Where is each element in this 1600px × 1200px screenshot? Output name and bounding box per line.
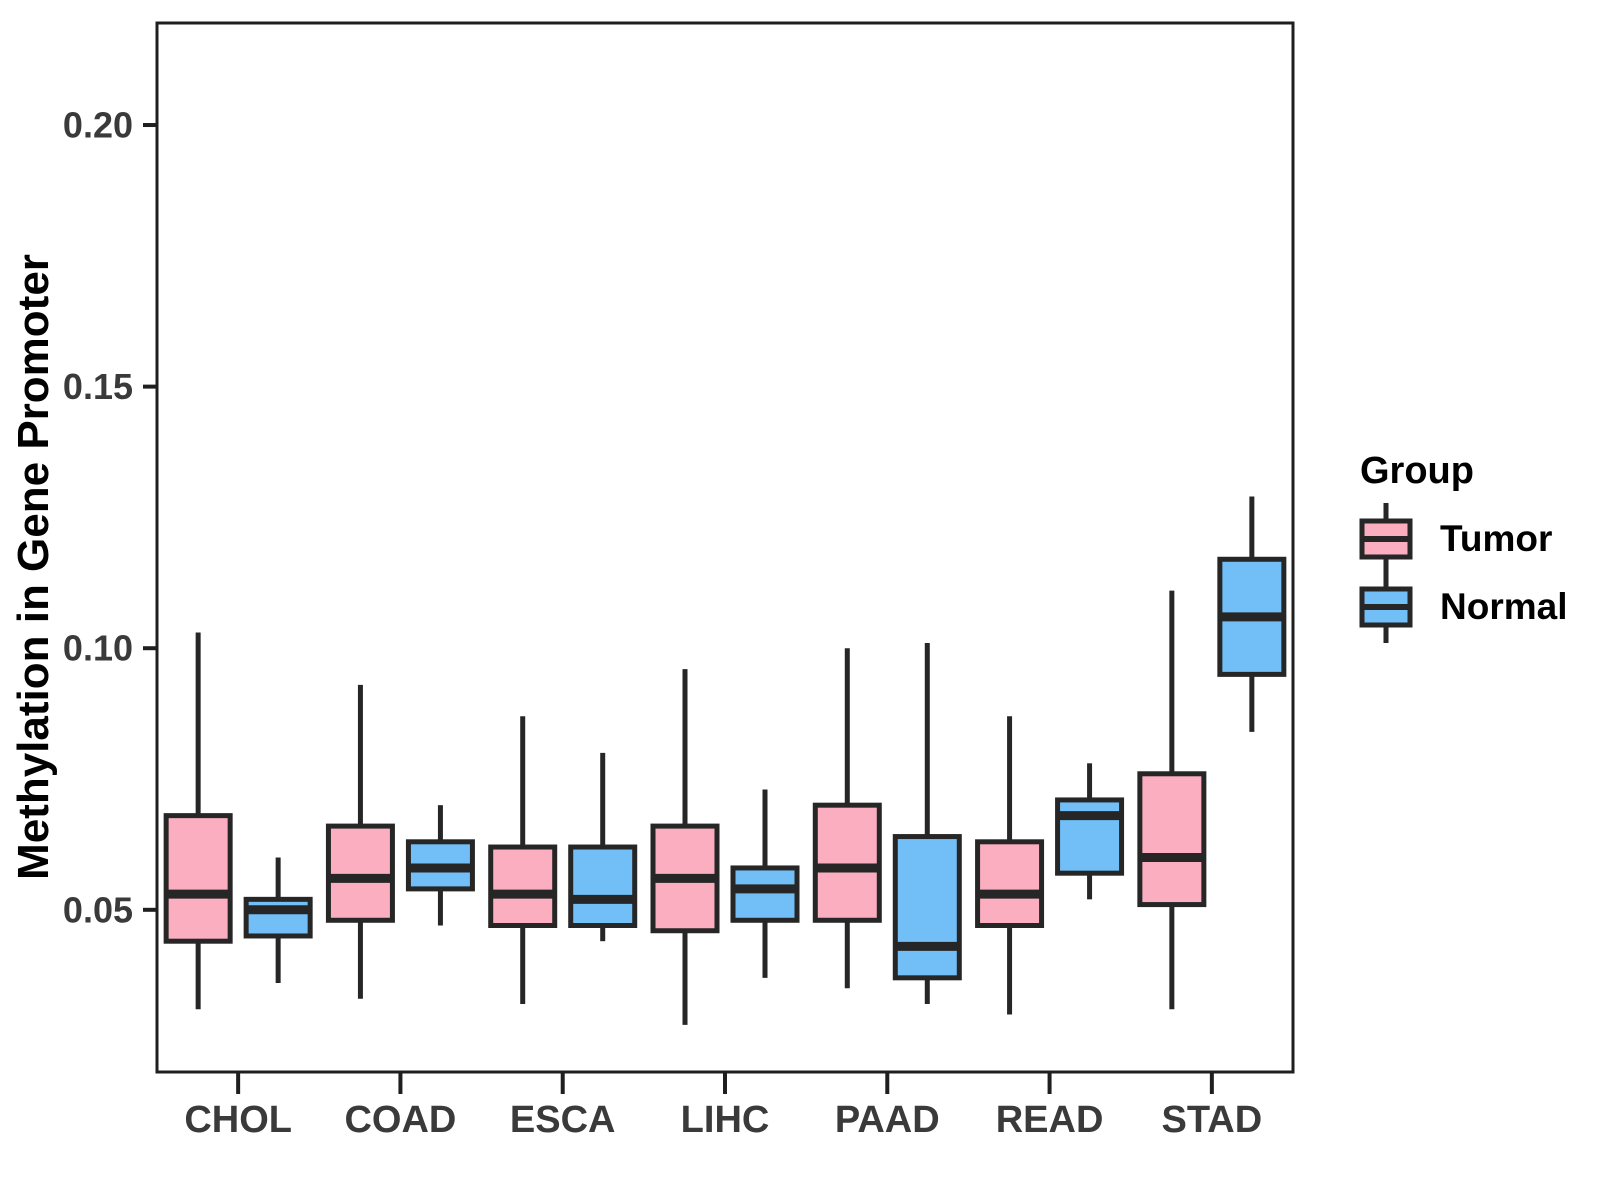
normal-boxplot-key-icon <box>1359 571 1413 643</box>
x-category-label: COAD <box>344 1099 456 1141</box>
box-normal-read <box>1055 763 1125 900</box>
iqr-box <box>730 865 800 923</box>
iqr-box <box>488 844 558 929</box>
box-tumor-read <box>975 716 1045 1015</box>
legend-label-normal: Normal <box>1440 586 1568 627</box>
box-tumor-paad <box>812 648 882 989</box>
iqr-box <box>1137 771 1207 908</box>
y-axis-title: Methylation in Gene Promoter <box>9 254 58 880</box>
tumor-boxplot-key-icon <box>1359 503 1413 575</box>
iqr-box <box>975 839 1045 929</box>
legend-label-tumor: Tumor <box>1440 518 1553 559</box>
x-category-label: READ <box>996 1099 1104 1141</box>
box-tumor-coad <box>325 684 395 999</box>
box-tumor-esca <box>488 716 558 1004</box>
legend-item-tumor: Tumor <box>1358 503 1567 575</box>
box-normal-esca <box>568 752 638 942</box>
x-category-label: PAAD <box>835 1099 940 1141</box>
box-normal-paad <box>892 642 962 1004</box>
iqr-box <box>812 802 882 923</box>
y-tick-label: 0.20 <box>63 105 133 146</box>
y-tick-label: 0.05 <box>63 889 133 930</box>
box-normal-lihc <box>730 789 800 978</box>
box-tumor-stad <box>1137 590 1207 1010</box>
box-tumor-lihc <box>650 669 720 1025</box>
x-category-label: CHOL <box>184 1099 292 1141</box>
box-normal-stad <box>1217 496 1287 732</box>
box-normal-chol <box>243 857 313 984</box>
iqr-box <box>892 834 962 981</box>
x-category-label: ESCA <box>510 1099 616 1141</box>
iqr-box <box>325 823 395 923</box>
box-normal-coad <box>405 805 475 926</box>
legend-item-normal: Normal <box>1358 571 1568 643</box>
x-category-label: STAD <box>1162 1099 1263 1141</box>
iqr-box <box>163 813 233 944</box>
iqr-box <box>568 844 638 929</box>
x-category-label: LIHC <box>681 1099 770 1141</box>
legend-title: Group <box>1360 450 1474 492</box>
y-tick-label: 0.15 <box>63 366 133 407</box>
iqr-box <box>243 896 313 939</box>
y-tick-label: 0.10 <box>63 628 133 669</box>
legend: Group Tumor Normal <box>1358 450 1568 643</box>
box-tumor-chol <box>163 632 233 1010</box>
iqr-box <box>1055 797 1125 876</box>
